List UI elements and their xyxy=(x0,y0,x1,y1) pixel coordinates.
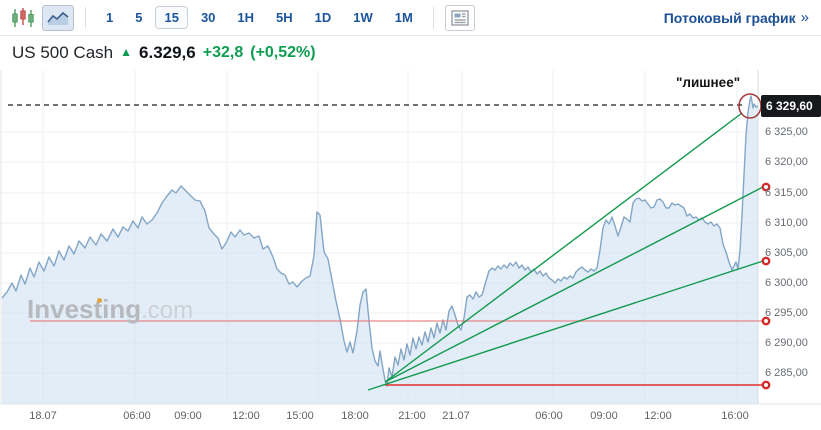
toolbar-divider xyxy=(432,6,434,29)
time-tick-label: 15:00 xyxy=(286,410,314,422)
trend-line[interactable] xyxy=(367,260,764,391)
timeframe-group: 1 5 15 30 1H 5H 1D 1W 1M xyxy=(97,6,422,29)
streaming-chart-link[interactable]: Потоковый график » xyxy=(664,9,811,26)
time-tick-label: 21.07 xyxy=(442,410,470,422)
chevron-right-icon: » xyxy=(800,9,809,26)
price-tick-label: 6 325,00 xyxy=(765,126,808,138)
time-tick-label: 12:00 xyxy=(232,410,260,422)
time-tick-label: 06:00 xyxy=(535,410,563,422)
price-tick-label: 6 315,00 xyxy=(765,187,808,199)
chart-toolbar: 1 5 15 30 1H 5H 1D 1W 1M Потоковый график » xyxy=(0,0,821,36)
line-endpoint-marker xyxy=(761,380,771,390)
price-tick-label: 6 285,00 xyxy=(765,367,808,379)
chart-area[interactable]: Investing.com "лишнее" 6 329,60 6 325,00… xyxy=(0,70,821,430)
trend-line[interactable] xyxy=(384,186,764,383)
annotation-label: "лишнее" xyxy=(676,75,741,90)
news-layout-button[interactable] xyxy=(444,4,475,31)
price-tick-label: 6 290,00 xyxy=(765,337,808,349)
price-tick-label: 6 300,00 xyxy=(765,277,808,289)
time-tick-label: 06:00 xyxy=(123,410,151,422)
time-tick-label: 12:00 xyxy=(644,410,672,422)
timeframe-1w-button[interactable]: 1W xyxy=(344,6,382,29)
trend-line[interactable] xyxy=(384,112,743,383)
toolbar-divider xyxy=(85,6,86,29)
watermark-orange-dot-icon xyxy=(97,298,102,303)
price-change-percent: (+0,52%) xyxy=(250,44,316,61)
price-tick-label: 6 305,00 xyxy=(765,247,808,259)
candlestick-chart-button[interactable] xyxy=(10,6,36,30)
price-tick-label: 6 320,00 xyxy=(765,156,808,168)
time-tick-label: 21:00 xyxy=(398,410,426,422)
price-tick-label: 6 310,00 xyxy=(765,217,808,229)
line-endpoint-marker xyxy=(761,182,771,192)
price-chart-canvas[interactable] xyxy=(0,70,821,430)
time-tick-label: 09:00 xyxy=(174,410,202,422)
price-area-fill xyxy=(2,96,758,404)
timeframe-1m-button[interactable]: 1M xyxy=(386,6,422,29)
quote-header: US 500 Cash ▲ 6.329,6 +32,8 (+0,52%) xyxy=(0,36,821,70)
time-tick-label: 09:00 xyxy=(590,410,618,422)
instrument-name: US 500 Cash xyxy=(12,43,114,62)
timeframe-5-button[interactable]: 5 xyxy=(126,6,151,29)
candlestick-icon xyxy=(12,7,34,27)
timeframe-1-button[interactable]: 1 xyxy=(97,6,122,29)
last-price-tag: 6 329,60 xyxy=(761,95,821,117)
timeframe-1d-button[interactable]: 1D xyxy=(306,6,341,29)
up-arrow-icon: ▲ xyxy=(120,45,133,59)
streaming-chart-label: Потоковый график xyxy=(663,9,796,26)
time-tick-label: 16:00 xyxy=(721,410,749,422)
price-change: +32,8 xyxy=(202,44,244,61)
timeframe-1h-button[interactable]: 1H xyxy=(228,6,263,29)
price-tick-label: 6 295,00 xyxy=(765,307,808,319)
news-layout-icon xyxy=(451,9,469,26)
timeframe-15-button[interactable]: 15 xyxy=(155,6,188,29)
timeframe-5h-button[interactable]: 5H xyxy=(267,6,302,29)
timeframe-30-button[interactable]: 30 xyxy=(192,6,224,29)
line-endpoint-marker xyxy=(761,256,771,266)
time-tick-label: 18:00 xyxy=(341,410,369,422)
line-endpoint-marker xyxy=(761,316,771,326)
last-price: 6.329,6 xyxy=(139,43,196,62)
area-chart-button[interactable] xyxy=(42,4,74,31)
area-chart-icon xyxy=(47,11,69,25)
time-tick-label: 18.07 xyxy=(29,410,57,422)
